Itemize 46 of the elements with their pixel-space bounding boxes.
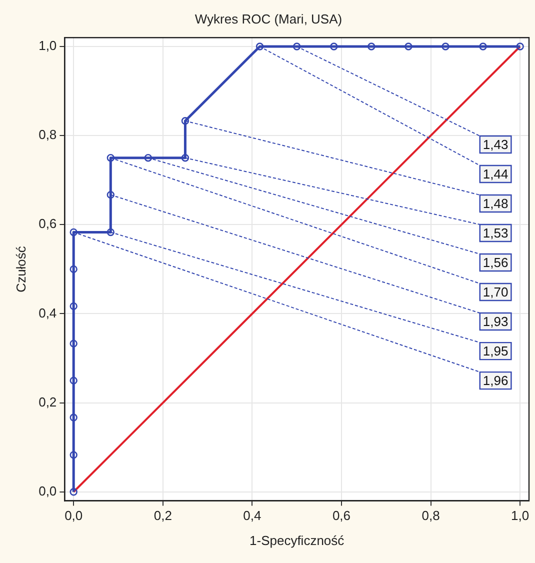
x-tick-label: 1,0: [511, 508, 530, 524]
annotation: 1,56: [482, 255, 508, 270]
point: [181, 117, 190, 125]
y-tick-label: 1,0: [38, 38, 57, 54]
x-tick-label: 0,8: [422, 508, 440, 524]
point: [256, 42, 264, 50]
point: [479, 42, 487, 50]
annotation: 1,95: [482, 344, 508, 359]
point: [70, 376, 78, 384]
point: [70, 302, 78, 310]
annotation: 1,70: [482, 284, 508, 300]
y-tick-label: 0,4: [38, 305, 57, 320]
point: [368, 42, 376, 50]
point: [106, 154, 115, 162]
point: [70, 265, 78, 274]
annotation: 1,96: [482, 373, 508, 388]
point: [70, 451, 78, 459]
x-tick-label: 0,2: [154, 508, 172, 524]
point: [70, 414, 78, 422]
x-tick-label: 0,4: [243, 508, 262, 524]
y-tick-label: 0,2: [38, 394, 57, 410]
x-axis-title: 1-Specyficzność: [250, 532, 345, 548]
point: [70, 340, 78, 348]
x-tick-label: 0,6: [332, 508, 351, 524]
annotation: 1,48: [482, 196, 508, 212]
x-tick-label: 0,0: [64, 508, 83, 524]
point: [70, 228, 78, 236]
annotation: 1,44: [482, 166, 508, 182]
point: [106, 190, 115, 199]
y-tick-label: 0,6: [38, 216, 57, 232]
y-tick-label: 0,8: [38, 127, 57, 142]
annotation: 1,53: [482, 226, 508, 241]
point: [330, 42, 338, 50]
y-tick-label: 0,0: [38, 483, 57, 498]
annotation: 1,93: [482, 314, 508, 330]
point: [516, 42, 524, 50]
point: [404, 42, 412, 50]
point: [144, 154, 152, 162]
point: [70, 488, 78, 496]
y-axis-title: Czułość: [13, 246, 28, 292]
point: [106, 228, 115, 236]
chart-title: Wykres ROC (Mari, USA): [194, 11, 342, 26]
point: [442, 42, 450, 50]
point: [181, 154, 190, 162]
annotation: 1,43: [482, 137, 508, 152]
point: [292, 42, 301, 50]
